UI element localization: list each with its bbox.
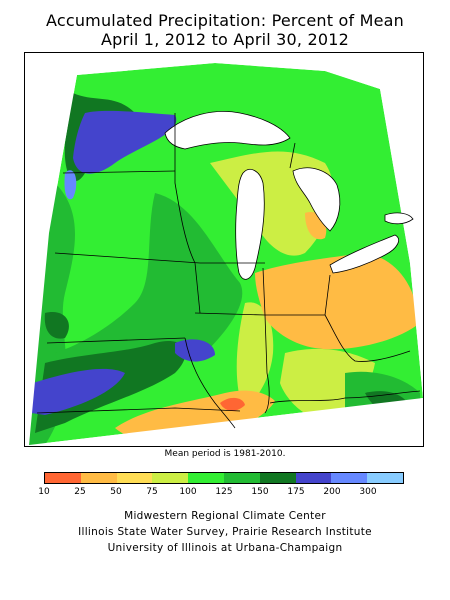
legend-swatch <box>223 473 260 483</box>
legend-tick-label: 150 <box>251 487 269 497</box>
color-legend <box>44 472 404 484</box>
legend-swatch <box>188 473 224 483</box>
map-title: Accumulated Precipitation: Percent of Me… <box>45 11 404 30</box>
legend-swatch <box>259 473 296 483</box>
legend-tick-labels: 10 25 50 75 100 125 150 175 200 300 <box>38 487 404 499</box>
credit-line-2: Illinois State Water Survey, Prairie Res… <box>78 526 372 538</box>
lake-erie <box>329 234 399 274</box>
legend-swatch <box>331 473 368 483</box>
lake-ontario <box>384 212 414 225</box>
precipitation-map <box>24 52 424 447</box>
region-125-150-central <box>55 193 243 388</box>
legend-swatch <box>116 473 153 483</box>
state-boundaries <box>36 113 421 429</box>
region-200-300-northwest <box>64 170 77 200</box>
legend-swatch <box>80 473 117 483</box>
region-175-200-northwest <box>73 110 177 174</box>
region-50-75-indiana-ohio <box>255 253 420 350</box>
lake-superior <box>164 111 291 150</box>
legend-tick-label: 25 <box>74 487 86 497</box>
region-150-175-minnesota <box>44 312 69 339</box>
legend-tick-label: 125 <box>215 487 233 497</box>
legend-swatch <box>45 473 81 483</box>
region-175-200-southwest <box>31 368 125 415</box>
legend-swatch <box>367 473 403 483</box>
credit-line-3: University of Illinois at Urbana-Champai… <box>107 542 343 554</box>
mean-period-note: Mean period is 1981-2010. <box>164 449 286 459</box>
legend-swatch <box>152 473 189 483</box>
credit-line-1: Midwestern Regional Climate Center <box>124 510 326 522</box>
legend-tick-label: 50 <box>110 487 122 497</box>
region-175-200-central <box>175 339 215 362</box>
legend-tick-label: 100 <box>179 487 197 497</box>
legend-tick-label: 10 <box>38 487 50 497</box>
legend-tick-label: 75 <box>146 487 158 497</box>
region-25-50-southern-illinois <box>220 397 245 411</box>
legend-tick-label: 175 <box>287 487 305 497</box>
legend-swatch <box>295 473 332 483</box>
map-svg <box>25 53 423 446</box>
legend-tick-label: 300 <box>359 487 377 497</box>
lake-michigan <box>235 169 265 280</box>
map-date-range: April 1, 2012 to April 30, 2012 <box>100 30 350 49</box>
lake-huron <box>292 167 341 232</box>
map-outside-mask <box>25 53 423 446</box>
region-75-100-illinois <box>236 302 274 413</box>
legend-tick-label: 200 <box>323 487 341 497</box>
